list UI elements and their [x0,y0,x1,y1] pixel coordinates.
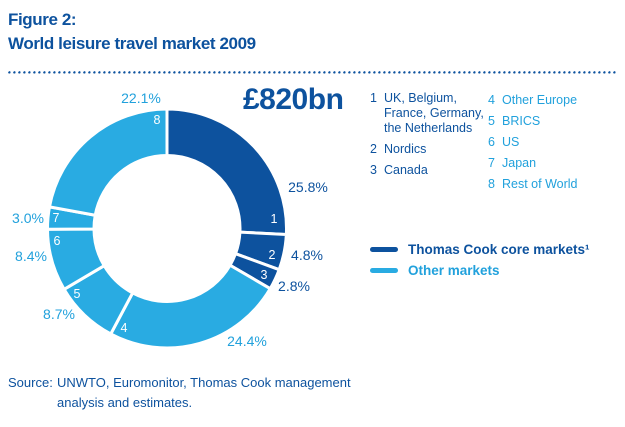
segment-number-1: 1 [270,211,278,226]
core-markets-label: Thomas Cook core markets¹ [408,242,590,257]
legend-item-number: 6 [488,135,495,149]
legend-item-number: 1 [370,91,377,105]
segment-number-6: 6 [53,233,61,248]
pct-label-1: 25.8% [288,179,328,195]
pct-label-2: 4.8% [291,247,323,263]
legend-item-3: 3 Canada [370,163,488,178]
pct-label-8: 22.1% [121,90,161,106]
pct-label-4: 24.4% [227,333,267,349]
legend-item-8: 8 Rest of World [488,177,625,192]
source-note: Source: UNWTO, Euromonitor, Thomas Cook … [8,373,373,413]
segment-number-3: 3 [260,267,268,282]
segment-number-8: 8 [153,112,161,127]
legend-item-number: 2 [370,142,377,156]
other-markets-label: Other markets [408,263,500,278]
figure-title-block: Figure 2: World leisure travel market 20… [8,8,256,56]
legend-item-label: Canada [384,163,428,177]
pct-label-6: 8.4% [15,248,47,264]
donut-segment-1 [165,107,288,237]
pct-label-5: 8.7% [43,306,75,322]
legend-item-number: 8 [488,177,495,191]
legend-item-number: 5 [488,114,495,128]
segment-number-7: 7 [52,210,60,225]
source-prefix: Source: [8,375,53,390]
core-markets-swatch [370,247,398,252]
legend-item-6: 6 US [488,135,625,150]
segment-number-5: 5 [73,286,81,301]
figure-label: Figure 2: [8,10,77,29]
other-markets-swatch [370,268,398,273]
legend-item-label: Japan [502,156,537,170]
legend-key: Thomas Cook core markets¹ Other markets [370,242,590,284]
segment-number-2: 2 [268,247,276,262]
legend-item-label: BRICS [502,114,541,128]
segment-number-4: 4 [120,320,128,335]
legend-item-number: 3 [370,163,377,177]
legend-item-label: Nordics [384,142,427,156]
legend-item-number: 7 [488,156,495,170]
legend-item-2: 2 Nordics [370,142,488,157]
legend-core-column: 1 UK, Belgium, France, Germany, the Neth… [370,91,488,184]
key-row-other: Other markets [370,263,590,278]
donut-segment-4 [108,263,273,350]
pct-label-7: 3.0% [12,210,44,226]
key-row-core: Thomas Cook core markets¹ [370,242,590,257]
donut-chart [45,107,288,350]
legend-other-column: 4 Other Europe 5 BRICS 6 US 7 Japan 8 Re… [488,93,625,198]
legend-item-4: 4 Other Europe [488,93,625,108]
source-text: UNWTO, Euromonitor, Thomas Cook manageme… [57,375,351,410]
legend-item-label: UK, Belgium, France, Germany, the Nether… [384,91,484,135]
total-market-value: £820bn [243,83,344,116]
legend-item-7: 7 Japan [488,156,625,171]
pct-label-3: 2.8% [278,278,310,294]
donut-segment-8 [47,107,169,218]
dotted-divider [8,71,618,74]
donut-chart-area: £820bn 1 2 3 4 5 6 7 8 25.8% 4.8% 2.8% 2… [0,85,360,375]
legend-item-label: Other Europe [502,93,578,107]
figure-name: World leisure travel market 2009 [8,34,256,53]
legend-item-number: 4 [488,93,495,107]
legend-item-1: 1 UK, Belgium, France, Germany, the Neth… [370,91,488,136]
legend-item-label: Rest of World [502,177,578,191]
legend-item-label: US [502,135,520,149]
legend-item-5: 5 BRICS [488,114,625,129]
